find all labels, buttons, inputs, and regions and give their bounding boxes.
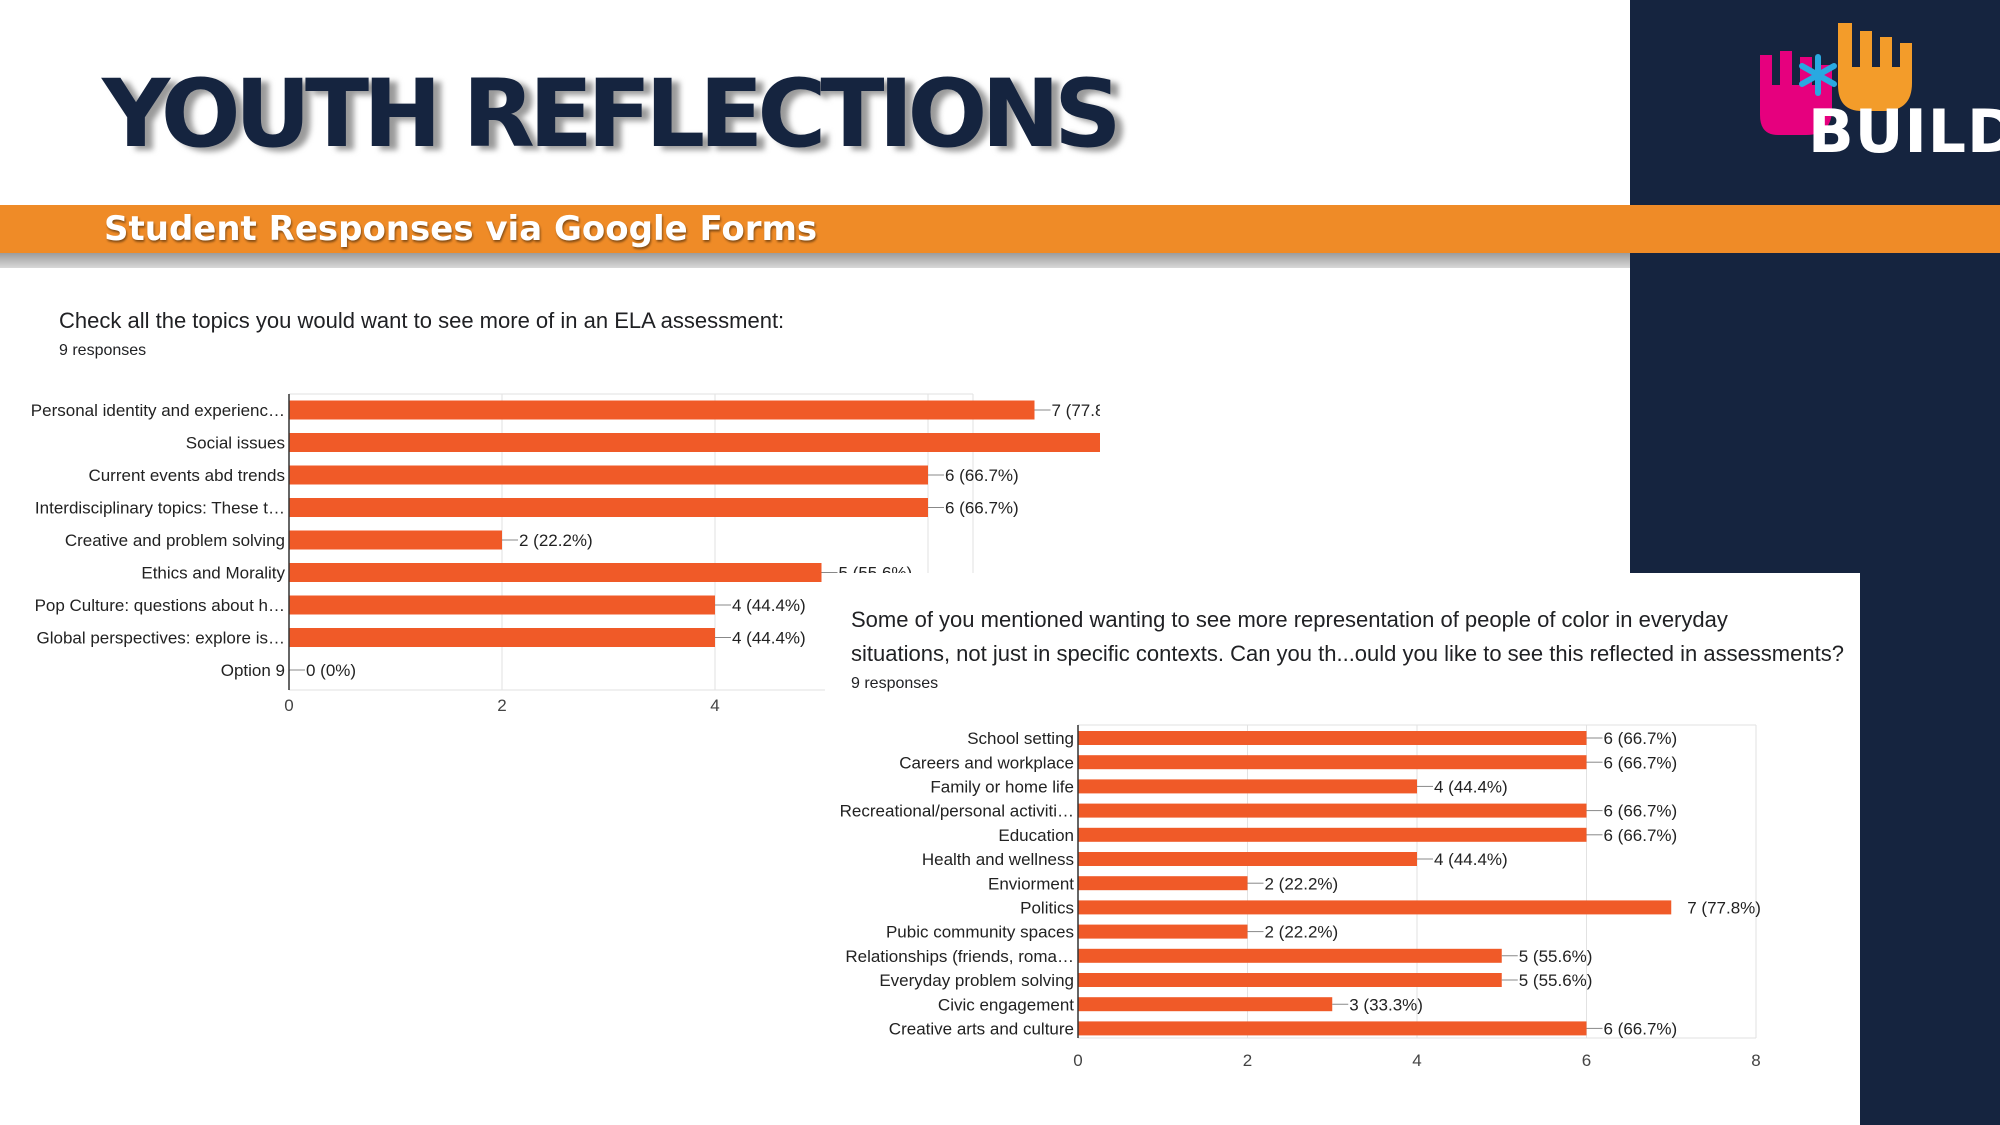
data-label: 4 (44.4%) bbox=[1434, 778, 1508, 797]
bar bbox=[289, 498, 928, 517]
data-label: 4 (44.4%) bbox=[732, 596, 806, 615]
category-label: Creative and problem solving bbox=[65, 531, 285, 550]
x-tick-label: 2 bbox=[497, 696, 506, 715]
page-title-shadow: YOUTH REFLECTIONS bbox=[110, 64, 1130, 173]
category-label: Creative arts and culture bbox=[889, 1020, 1074, 1039]
divider-band bbox=[0, 253, 1630, 268]
question2-responses: 9 responses bbox=[851, 675, 939, 692]
bar bbox=[289, 595, 715, 615]
category-label: Everyday problem solving bbox=[879, 971, 1074, 990]
x-tick-label: 4 bbox=[710, 696, 719, 715]
category-label: Recreational/personal activiti… bbox=[840, 802, 1074, 821]
category-label: Social issues bbox=[186, 434, 285, 453]
bar bbox=[289, 465, 928, 485]
page-subtitle: Student Responses via Google Forms bbox=[104, 209, 818, 249]
category-label: School setting bbox=[967, 729, 1074, 748]
category-label: Interdisciplinary topics: These t… bbox=[35, 499, 285, 518]
data-label: 2 (22.2%) bbox=[1265, 874, 1339, 893]
data-label: 3 (33.3%) bbox=[1349, 995, 1423, 1014]
bar bbox=[289, 628, 715, 647]
bar bbox=[1078, 997, 1333, 1012]
data-label: 6 (66.7%) bbox=[1604, 753, 1678, 772]
data-label: 6 (66.7%) bbox=[1604, 1020, 1678, 1039]
data-label: 6 (66.7%) bbox=[945, 499, 1019, 518]
x-tick-label: 0 bbox=[1073, 1051, 1082, 1070]
bar bbox=[1078, 755, 1587, 770]
x-tick-label: 6 bbox=[1582, 1051, 1591, 1070]
bar bbox=[1078, 779, 1417, 794]
category-label: Global perspectives: explore is… bbox=[36, 629, 285, 648]
x-tick-label: 0 bbox=[284, 696, 293, 715]
bar bbox=[1078, 948, 1502, 963]
question2-text-line1: Some of you mentioned wanting to see mor… bbox=[851, 607, 1728, 632]
data-label: 4 (44.4%) bbox=[732, 629, 806, 648]
build-logo bbox=[1760, 23, 1912, 135]
category-label: Ethics and Morality bbox=[141, 564, 285, 583]
category-label: Education bbox=[998, 826, 1074, 845]
data-label: 5 (55.6%) bbox=[1519, 947, 1593, 966]
bar bbox=[289, 563, 822, 582]
data-label: 0 (0%) bbox=[306, 661, 356, 680]
category-label: Pubic community spaces bbox=[886, 923, 1074, 942]
bar bbox=[1078, 900, 1672, 915]
category-label: Careers and workplace bbox=[899, 753, 1074, 772]
bar bbox=[1078, 731, 1587, 745]
data-label: 6 (66.7%) bbox=[1604, 802, 1678, 821]
bar bbox=[1078, 803, 1587, 818]
bar bbox=[289, 433, 1100, 452]
bar bbox=[1078, 973, 1502, 987]
category-label: Enviorment bbox=[988, 874, 1074, 893]
category-label: Politics bbox=[1020, 899, 1074, 918]
bar bbox=[1078, 1021, 1587, 1036]
question1-text: Check all the topics you would want to s… bbox=[59, 308, 785, 333]
category-label: Family or home life bbox=[930, 778, 1074, 797]
data-label: 5 (55.6%) bbox=[1519, 971, 1593, 990]
data-label: 2 (22.2%) bbox=[519, 531, 593, 550]
category-label: Health and wellness bbox=[922, 850, 1074, 869]
data-label: 4 (44.4%) bbox=[1434, 850, 1508, 869]
question1-responses: 9 responses bbox=[59, 342, 147, 359]
data-label: 7 (77.8%) bbox=[1052, 401, 1101, 420]
data-label: 6 (66.7%) bbox=[1604, 826, 1678, 845]
page-title: YOUTH REFLECTIONS bbox=[102, 60, 1122, 169]
bar bbox=[1078, 876, 1248, 891]
category-label: Current events abd trends bbox=[88, 466, 285, 485]
bar bbox=[289, 400, 1035, 420]
subtitle-band bbox=[0, 205, 2000, 253]
bar bbox=[1078, 924, 1248, 939]
question2-text-line2: situations, not just in specific context… bbox=[851, 641, 1844, 666]
chart-ela-topics: 0246Personal identity and experienc…7 (7… bbox=[31, 393, 1101, 715]
chart-representation-contexts: 0 2 4 6 8 School setting 6 (66.7%) Careers and … bbox=[840, 724, 1761, 1070]
x-tick-label: 4 bbox=[1412, 1051, 1421, 1070]
category-label: Option 9 bbox=[221, 661, 285, 680]
category-label: Relationships (friends, roma… bbox=[845, 947, 1074, 966]
bar bbox=[1078, 852, 1417, 866]
x-tick-label: 8 bbox=[1751, 1051, 1760, 1070]
category-label: Pop Culture: questions about h… bbox=[35, 596, 285, 615]
bar bbox=[289, 530, 502, 550]
x-tick-label: 2 bbox=[1243, 1051, 1252, 1070]
bar bbox=[1078, 827, 1587, 842]
data-label: 2 (22.2%) bbox=[1265, 923, 1339, 942]
category-label: Civic engagement bbox=[938, 995, 1074, 1014]
category-label: Personal identity and experienc… bbox=[31, 401, 285, 420]
data-label: 7 (77.8%) bbox=[1687, 899, 1761, 918]
data-label: 6 (66.7%) bbox=[945, 466, 1019, 485]
data-label: 6 (66.7%) bbox=[1604, 729, 1678, 748]
logo-text: BUILD bbox=[1808, 97, 2000, 167]
